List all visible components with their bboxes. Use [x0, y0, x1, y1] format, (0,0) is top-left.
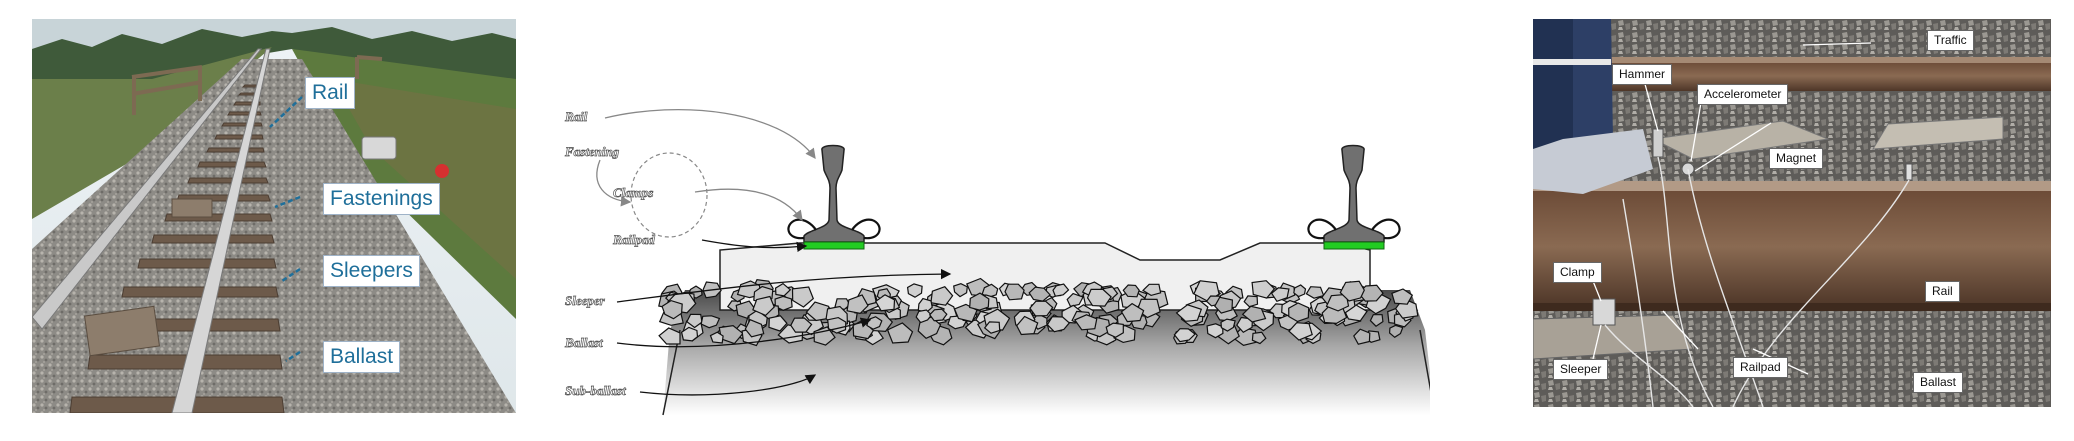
ballast-stone: [983, 321, 1001, 334]
ballast-stone: [1270, 287, 1290, 303]
track-photo-panel: Rail Fastenings Sleepers Ballast: [32, 19, 516, 413]
label-ballast: Ballast: [1913, 372, 1964, 393]
clamps: [787, 218, 1401, 240]
track-photo: [32, 19, 516, 413]
ballast-stone: [1052, 283, 1070, 297]
label-accelerometer: Accelerometer: [1697, 84, 1789, 105]
ballast-stone: [680, 326, 699, 342]
ballast-stone: [1066, 292, 1084, 307]
ballast-stone: [774, 282, 792, 297]
label-subballast: Sub-ballast: [565, 383, 626, 399]
label-railpad: Railpad: [613, 232, 656, 248]
label-traffic: Traffic: [1927, 30, 1974, 51]
ballast-stone: [1086, 288, 1112, 307]
ballast-stone: [1028, 286, 1051, 302]
ballast-stone: [658, 327, 681, 345]
rails: [803, 144, 1385, 243]
label-magnet: Magnet: [1769, 148, 1824, 169]
label-fastening: Fastening: [565, 144, 620, 160]
label-clamps: Clamps: [613, 185, 654, 201]
ballast-stone: [1142, 283, 1162, 297]
measurement-photo-panel: Traffic Hammer Accelerometer Magnet Clam…: [1533, 19, 2051, 407]
ballast-stone: [1004, 283, 1025, 301]
ballast-stone: [1391, 288, 1414, 305]
label-sleepers: Sleepers: [323, 255, 420, 287]
track-cross-section-diagram: Rail Fastening Clamps Railpad Sleeper Ba…: [560, 100, 1430, 420]
ballast-stone: [969, 292, 990, 311]
ballast-stone: [1015, 315, 1039, 336]
ballast-stone: [953, 303, 978, 323]
railpad-right: [1323, 241, 1385, 250]
ballast-stone: [930, 285, 954, 306]
ballast-stone: [1220, 318, 1236, 332]
label-clamp: Clamp: [1553, 262, 1602, 283]
ballast-stone: [1122, 284, 1140, 298]
ballast-stone: [953, 283, 968, 298]
label-rail: Rail: [1925, 281, 1960, 302]
ballast-stone: [1206, 323, 1224, 339]
ballast-stone: [1241, 305, 1267, 323]
ballast-stone: [752, 295, 775, 317]
measurement-photo: [1533, 19, 2051, 407]
ballast-stone: [1369, 314, 1384, 327]
label-sleeper: Sleeper: [1553, 359, 1609, 380]
label-rail: Rail: [565, 109, 588, 125]
ballast-stone: [744, 318, 765, 338]
ballast-stone: [709, 331, 724, 344]
ballast-stone: [1251, 331, 1267, 345]
ballast-stone: [1105, 322, 1124, 338]
ballast-stone: [1214, 296, 1234, 314]
ballast-stone: [1288, 302, 1310, 323]
ballast-stone: [1288, 322, 1313, 341]
label-fastenings: Fastenings: [323, 183, 440, 215]
ballast-stone: [1353, 328, 1371, 345]
railpad-left: [803, 241, 865, 250]
ballast-stone: [1305, 286, 1325, 299]
ballast-stone: [791, 286, 815, 308]
label-rail: Rail: [305, 77, 356, 109]
ballast-stones: [658, 277, 1419, 347]
ballast-stone: [768, 315, 788, 332]
ballast-stone: [906, 283, 923, 298]
ballast-stone: [718, 324, 744, 345]
ballast-stone: [1046, 315, 1071, 333]
ballast-stone: [874, 294, 896, 312]
ballast-stone: [661, 299, 683, 320]
ballast-stone: [1173, 328, 1197, 343]
ballast-stone: [686, 313, 703, 329]
ballast-stone: [700, 315, 721, 329]
ballast-stone: [1293, 284, 1307, 298]
ballast-stone: [1175, 304, 1203, 322]
ballast-stone: [1251, 280, 1276, 299]
label-sleeper: Sleeper: [565, 293, 605, 309]
cross-section-drawing: [596, 108, 1430, 416]
ballast-stone: [1073, 314, 1098, 331]
ballast-stone: [1388, 324, 1404, 339]
ballast-stone: [1339, 280, 1365, 302]
ballast-stone: [917, 297, 933, 313]
label-railpad: Railpad: [1733, 357, 1788, 378]
ballast-stone: [886, 322, 914, 344]
label-ballast: Ballast: [323, 341, 401, 373]
ballast-stone: [790, 317, 813, 333]
ballast-stone: [1029, 300, 1054, 317]
ballast-stone: [846, 294, 869, 315]
label-hammer: Hammer: [1612, 64, 1673, 85]
ballast-stone: [1120, 302, 1145, 323]
ballast-stone: [928, 308, 948, 322]
label-ballast: Ballast: [565, 335, 603, 351]
